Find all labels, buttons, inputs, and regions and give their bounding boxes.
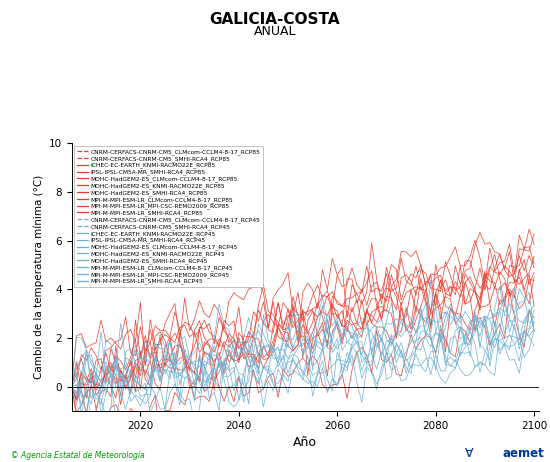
Legend: CNRM-CERFACS-CNRM-CM5_CLMcom-CCLM4-8-17_RCP85, CNRM-CERFACS-CNRM-CM5_SMHI-RCA4_R: CNRM-CERFACS-CNRM-CM5_CLMcom-CCLM4-8-17_… bbox=[74, 146, 263, 287]
X-axis label: Año: Año bbox=[293, 437, 317, 450]
Text: ANUAL: ANUAL bbox=[254, 25, 296, 38]
Text: GALICIA-COSTA: GALICIA-COSTA bbox=[210, 12, 340, 26]
Text: Ɐ: Ɐ bbox=[465, 447, 473, 460]
Text: © Agencia Estatal de Meteorología: © Agencia Estatal de Meteorología bbox=[11, 451, 145, 460]
Y-axis label: Cambio de la temperatura mínima (°C): Cambio de la temperatura mínima (°C) bbox=[34, 175, 45, 379]
Text: aemet: aemet bbox=[503, 447, 544, 460]
